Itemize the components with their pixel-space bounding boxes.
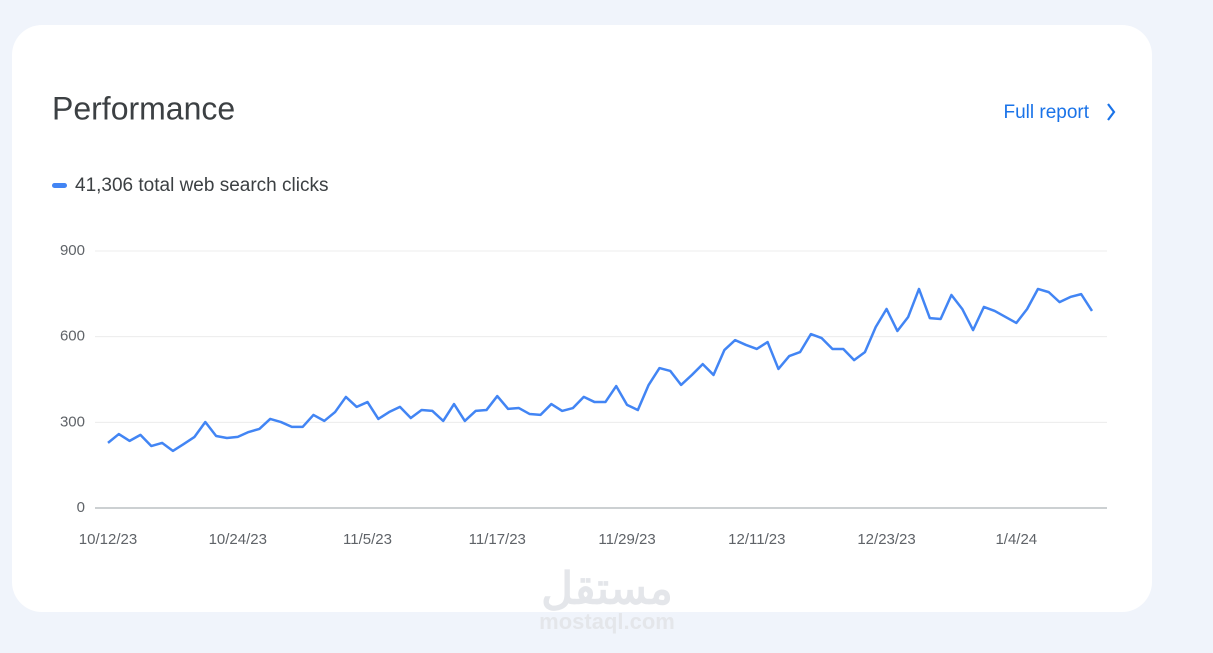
x-tick-label: 1/4/24 bbox=[995, 531, 1037, 548]
card-title: Performance bbox=[52, 90, 235, 126]
x-tick-label: 12/11/23 bbox=[728, 531, 785, 548]
legend-label: 41,306 total web search clicks bbox=[75, 175, 328, 196]
chevron-icon[interactable] bbox=[1107, 103, 1116, 121]
x-tick-label: 10/24/23 bbox=[209, 531, 267, 548]
full-report-link[interactable]: Full report bbox=[1003, 102, 1089, 123]
x-tick-label: 11/17/23 bbox=[469, 531, 526, 548]
y-tick-label: 600 bbox=[60, 328, 85, 345]
watermark: مستقل bbox=[541, 565, 673, 614]
card bbox=[12, 25, 1152, 612]
watermark-site: mostaql.com bbox=[539, 609, 675, 634]
x-tick-label: 11/29/23 bbox=[598, 531, 655, 548]
y-tick-label: 900 bbox=[60, 242, 85, 259]
series-line bbox=[107, 287, 1094, 453]
y-tick-label: 0 bbox=[77, 499, 85, 516]
legend-swatch bbox=[52, 183, 67, 188]
y-tick-label: 300 bbox=[60, 413, 85, 430]
x-tick-label: 10/12/23 bbox=[79, 531, 137, 548]
x-tick-label: 11/5/23 bbox=[343, 531, 392, 548]
x-tick-label: 12/23/23 bbox=[857, 531, 915, 548]
